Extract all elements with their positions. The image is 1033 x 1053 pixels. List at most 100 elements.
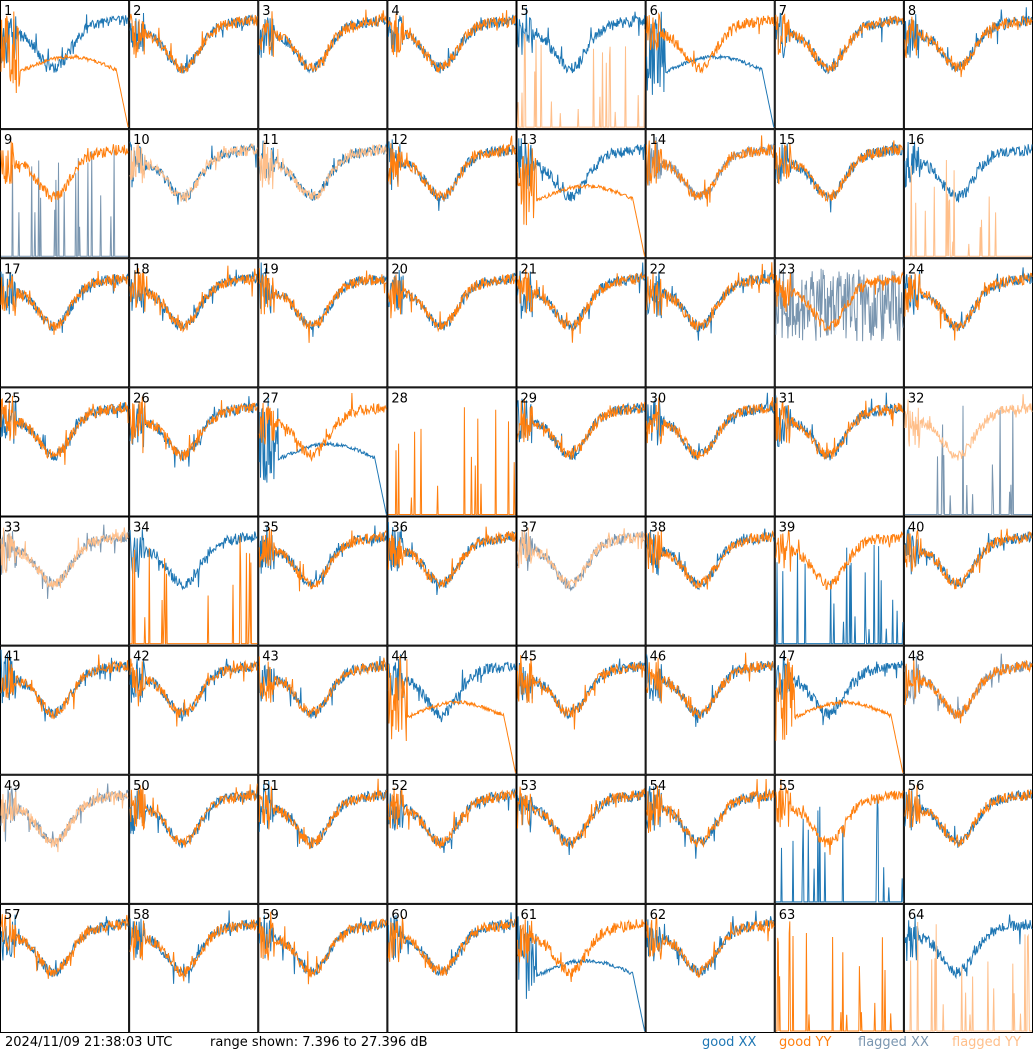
series-good-yy bbox=[775, 530, 904, 591]
panel-label: 47 bbox=[779, 650, 796, 665]
series-good-yy bbox=[258, 268, 387, 343]
panel-frame bbox=[645, 0, 775, 130]
panel-label: 31 bbox=[779, 391, 796, 406]
series-good-xx bbox=[904, 141, 1033, 203]
panel-frame bbox=[516, 903, 646, 1033]
series-good-xx bbox=[129, 141, 258, 205]
panel-label: 44 bbox=[391, 650, 408, 665]
series-flagged-yy bbox=[258, 140, 387, 201]
series-good-yy bbox=[646, 652, 775, 720]
range-text: range shown: 7.396 to 27.396 dB bbox=[210, 1035, 428, 1050]
series-flagged-xx bbox=[904, 405, 1032, 515]
panel-label: 5 bbox=[521, 4, 529, 19]
panel-34: 34 bbox=[129, 516, 259, 646]
series-good-xx bbox=[258, 140, 387, 201]
panel-label: 27 bbox=[262, 391, 279, 406]
series-good-yy bbox=[904, 15, 1033, 78]
panel-2: 2 bbox=[129, 0, 259, 130]
panel-label: 14 bbox=[650, 133, 667, 148]
panel-label: 46 bbox=[650, 650, 667, 665]
panel-12: 12 bbox=[387, 129, 517, 259]
series-good-yy bbox=[517, 398, 646, 460]
series-good-xx bbox=[775, 797, 904, 903]
panel-39: 39 bbox=[774, 516, 904, 646]
panel-label: 32 bbox=[908, 391, 925, 406]
panel-53: 53 bbox=[516, 774, 646, 904]
panel-17: 17 bbox=[0, 258, 130, 388]
panel-3: 3 bbox=[258, 0, 388, 130]
panel-frame bbox=[645, 258, 775, 388]
panel-label: 20 bbox=[391, 262, 408, 277]
panel-label: 51 bbox=[262, 779, 279, 794]
series-good-yy bbox=[775, 658, 904, 773]
panel-label: 52 bbox=[391, 779, 408, 794]
panel-frame bbox=[387, 903, 517, 1033]
series-good-xx bbox=[775, 544, 904, 645]
panel-label: 29 bbox=[521, 391, 538, 406]
panel-47: 47 bbox=[774, 645, 904, 775]
series-good-xx bbox=[129, 529, 258, 591]
panel-frame bbox=[0, 258, 130, 388]
panel-frame bbox=[129, 516, 259, 646]
series-good-yy bbox=[517, 786, 646, 850]
panel-30: 30 bbox=[645, 387, 775, 517]
panel-label: 62 bbox=[650, 908, 667, 923]
panel-label: 50 bbox=[133, 779, 150, 794]
panel-label: 7 bbox=[779, 4, 787, 19]
series-good-yy bbox=[387, 273, 516, 333]
panel-28: 28 bbox=[387, 387, 517, 517]
panel-frame bbox=[129, 129, 259, 259]
series-good-yy bbox=[904, 659, 1033, 724]
panel-frame bbox=[774, 903, 904, 1033]
panel-52: 52 bbox=[387, 774, 517, 904]
series-good-xx bbox=[517, 658, 646, 720]
series-good-yy bbox=[0, 914, 129, 979]
panel-frame bbox=[258, 0, 388, 130]
series-good-xx bbox=[258, 16, 387, 74]
panel-57: 57 bbox=[0, 903, 130, 1033]
panel-label: 3 bbox=[262, 4, 270, 19]
panel-label: 41 bbox=[4, 650, 21, 665]
panel-frame bbox=[387, 516, 517, 646]
panel-label: 28 bbox=[391, 391, 408, 406]
panel-frame bbox=[774, 387, 904, 517]
series-good-yy bbox=[258, 392, 387, 463]
panel-label: 57 bbox=[4, 908, 21, 923]
series-flagged-yy bbox=[0, 788, 129, 853]
panel-55: 55 bbox=[774, 774, 904, 904]
panel-label: 48 bbox=[908, 650, 925, 665]
panel-label: 2 bbox=[133, 4, 141, 19]
panel-10: 10 bbox=[129, 129, 259, 259]
panel-label: 30 bbox=[650, 391, 667, 406]
panel-label: 54 bbox=[650, 779, 667, 794]
panel-48: 48 bbox=[903, 645, 1033, 775]
series-flagged-yy bbox=[904, 394, 1033, 461]
series-good-yy bbox=[258, 656, 387, 718]
panel-label: 53 bbox=[521, 779, 538, 794]
series-good-yy bbox=[387, 526, 516, 590]
series-good-yy bbox=[387, 655, 516, 773]
series-good-yy bbox=[387, 787, 516, 850]
panel-label: 16 bbox=[908, 133, 925, 148]
panel-33: 33 bbox=[0, 516, 130, 646]
panel-label: 24 bbox=[908, 262, 925, 277]
panel-frame bbox=[645, 645, 775, 775]
panel-label: 39 bbox=[779, 521, 796, 536]
panel-25: 25 bbox=[0, 387, 130, 517]
panel-frame bbox=[516, 0, 646, 130]
panel-42: 42 bbox=[129, 645, 259, 775]
panel-11: 11 bbox=[258, 129, 388, 259]
panel-label: 61 bbox=[521, 908, 538, 923]
panel-frame bbox=[645, 903, 775, 1033]
panel-label: 36 bbox=[391, 521, 408, 536]
panel-35: 35 bbox=[258, 516, 388, 646]
panel-frame bbox=[387, 129, 517, 259]
series-good-yy bbox=[0, 11, 129, 128]
series-good-yy bbox=[517, 143, 646, 257]
panel-45: 45 bbox=[516, 645, 646, 775]
series-good-xx bbox=[775, 12, 904, 75]
panel-label: 13 bbox=[521, 133, 538, 148]
panel-22: 22 bbox=[645, 258, 775, 388]
series-flagged-yy bbox=[904, 159, 1032, 257]
